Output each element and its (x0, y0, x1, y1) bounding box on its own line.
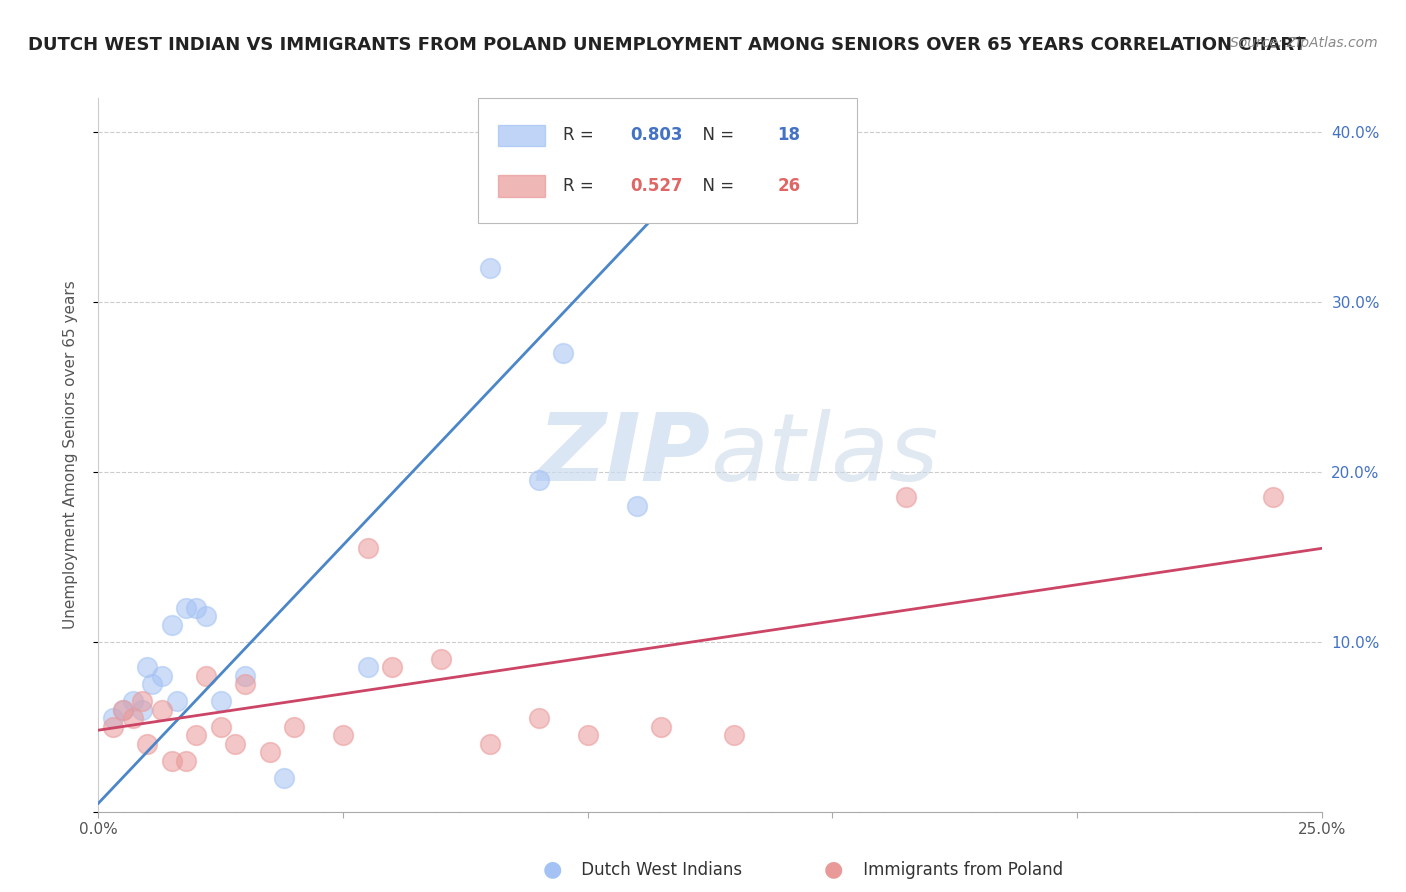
Point (136, 737, 159, 751)
Point (273, 771, 295, 785)
Text: ●: ● (543, 860, 562, 880)
Text: 18: 18 (778, 127, 800, 145)
Point (430, 652, 453, 666)
Text: Dutch West Indians: Dutch West Indians (576, 861, 742, 879)
Point (121, 694, 143, 708)
Point (131, 703, 153, 717)
Point (527, 711, 550, 725)
Text: R =: R = (564, 127, 599, 145)
Point (576, 728, 599, 742)
Point (101, 711, 124, 725)
Point (527, 474, 550, 488)
Point (332, 728, 354, 742)
Point (478, 737, 501, 751)
Text: ZIP: ZIP (537, 409, 710, 501)
Point (121, 711, 143, 725)
Point (626, 499, 648, 513)
FancyBboxPatch shape (498, 175, 546, 196)
Point (381, 660, 404, 674)
Point (259, 745, 281, 759)
Text: atlas: atlas (710, 409, 938, 500)
Point (160, 617, 183, 632)
Point (166, 694, 188, 708)
FancyBboxPatch shape (498, 125, 546, 146)
Text: Source: ZipAtlas.com: Source: ZipAtlas.com (1230, 36, 1378, 50)
Point (224, 737, 246, 751)
Text: N =: N = (692, 177, 740, 194)
Point (195, 669, 218, 683)
Point (356, 660, 378, 674)
Point (650, 720, 672, 734)
Point (150, 669, 173, 683)
Point (131, 694, 153, 708)
Point (209, 720, 232, 734)
Text: 0.527: 0.527 (630, 177, 683, 194)
Text: 0.803: 0.803 (630, 127, 683, 145)
Text: R =: R = (564, 177, 599, 194)
Point (186, 728, 208, 742)
Point (1261, 491, 1284, 505)
Point (186, 600, 208, 615)
Point (136, 660, 159, 674)
Point (195, 609, 218, 624)
Text: ●: ● (824, 860, 844, 880)
Point (478, 260, 501, 275)
Point (723, 728, 745, 742)
Point (894, 491, 917, 505)
Point (141, 677, 163, 691)
Point (233, 677, 256, 691)
Text: 26: 26 (778, 177, 800, 194)
Text: DUTCH WEST INDIAN VS IMMIGRANTS FROM POLAND UNEMPLOYMENT AMONG SENIORS OVER 65 Y: DUTCH WEST INDIAN VS IMMIGRANTS FROM POL… (28, 36, 1306, 54)
Y-axis label: Unemployment Among Seniors over 65 years: Unemployment Among Seniors over 65 years (63, 281, 77, 629)
Point (111, 703, 134, 717)
Point (233, 669, 256, 683)
Point (356, 541, 378, 556)
Text: Immigrants from Poland: Immigrants from Poland (858, 861, 1063, 879)
Point (283, 720, 305, 734)
Point (111, 703, 134, 717)
Point (176, 754, 198, 768)
Point (101, 720, 124, 734)
Point (209, 694, 232, 708)
Point (160, 754, 183, 768)
Point (553, 346, 575, 360)
FancyBboxPatch shape (478, 98, 856, 223)
Text: N =: N = (692, 127, 740, 145)
Point (150, 703, 173, 717)
Point (176, 600, 198, 615)
